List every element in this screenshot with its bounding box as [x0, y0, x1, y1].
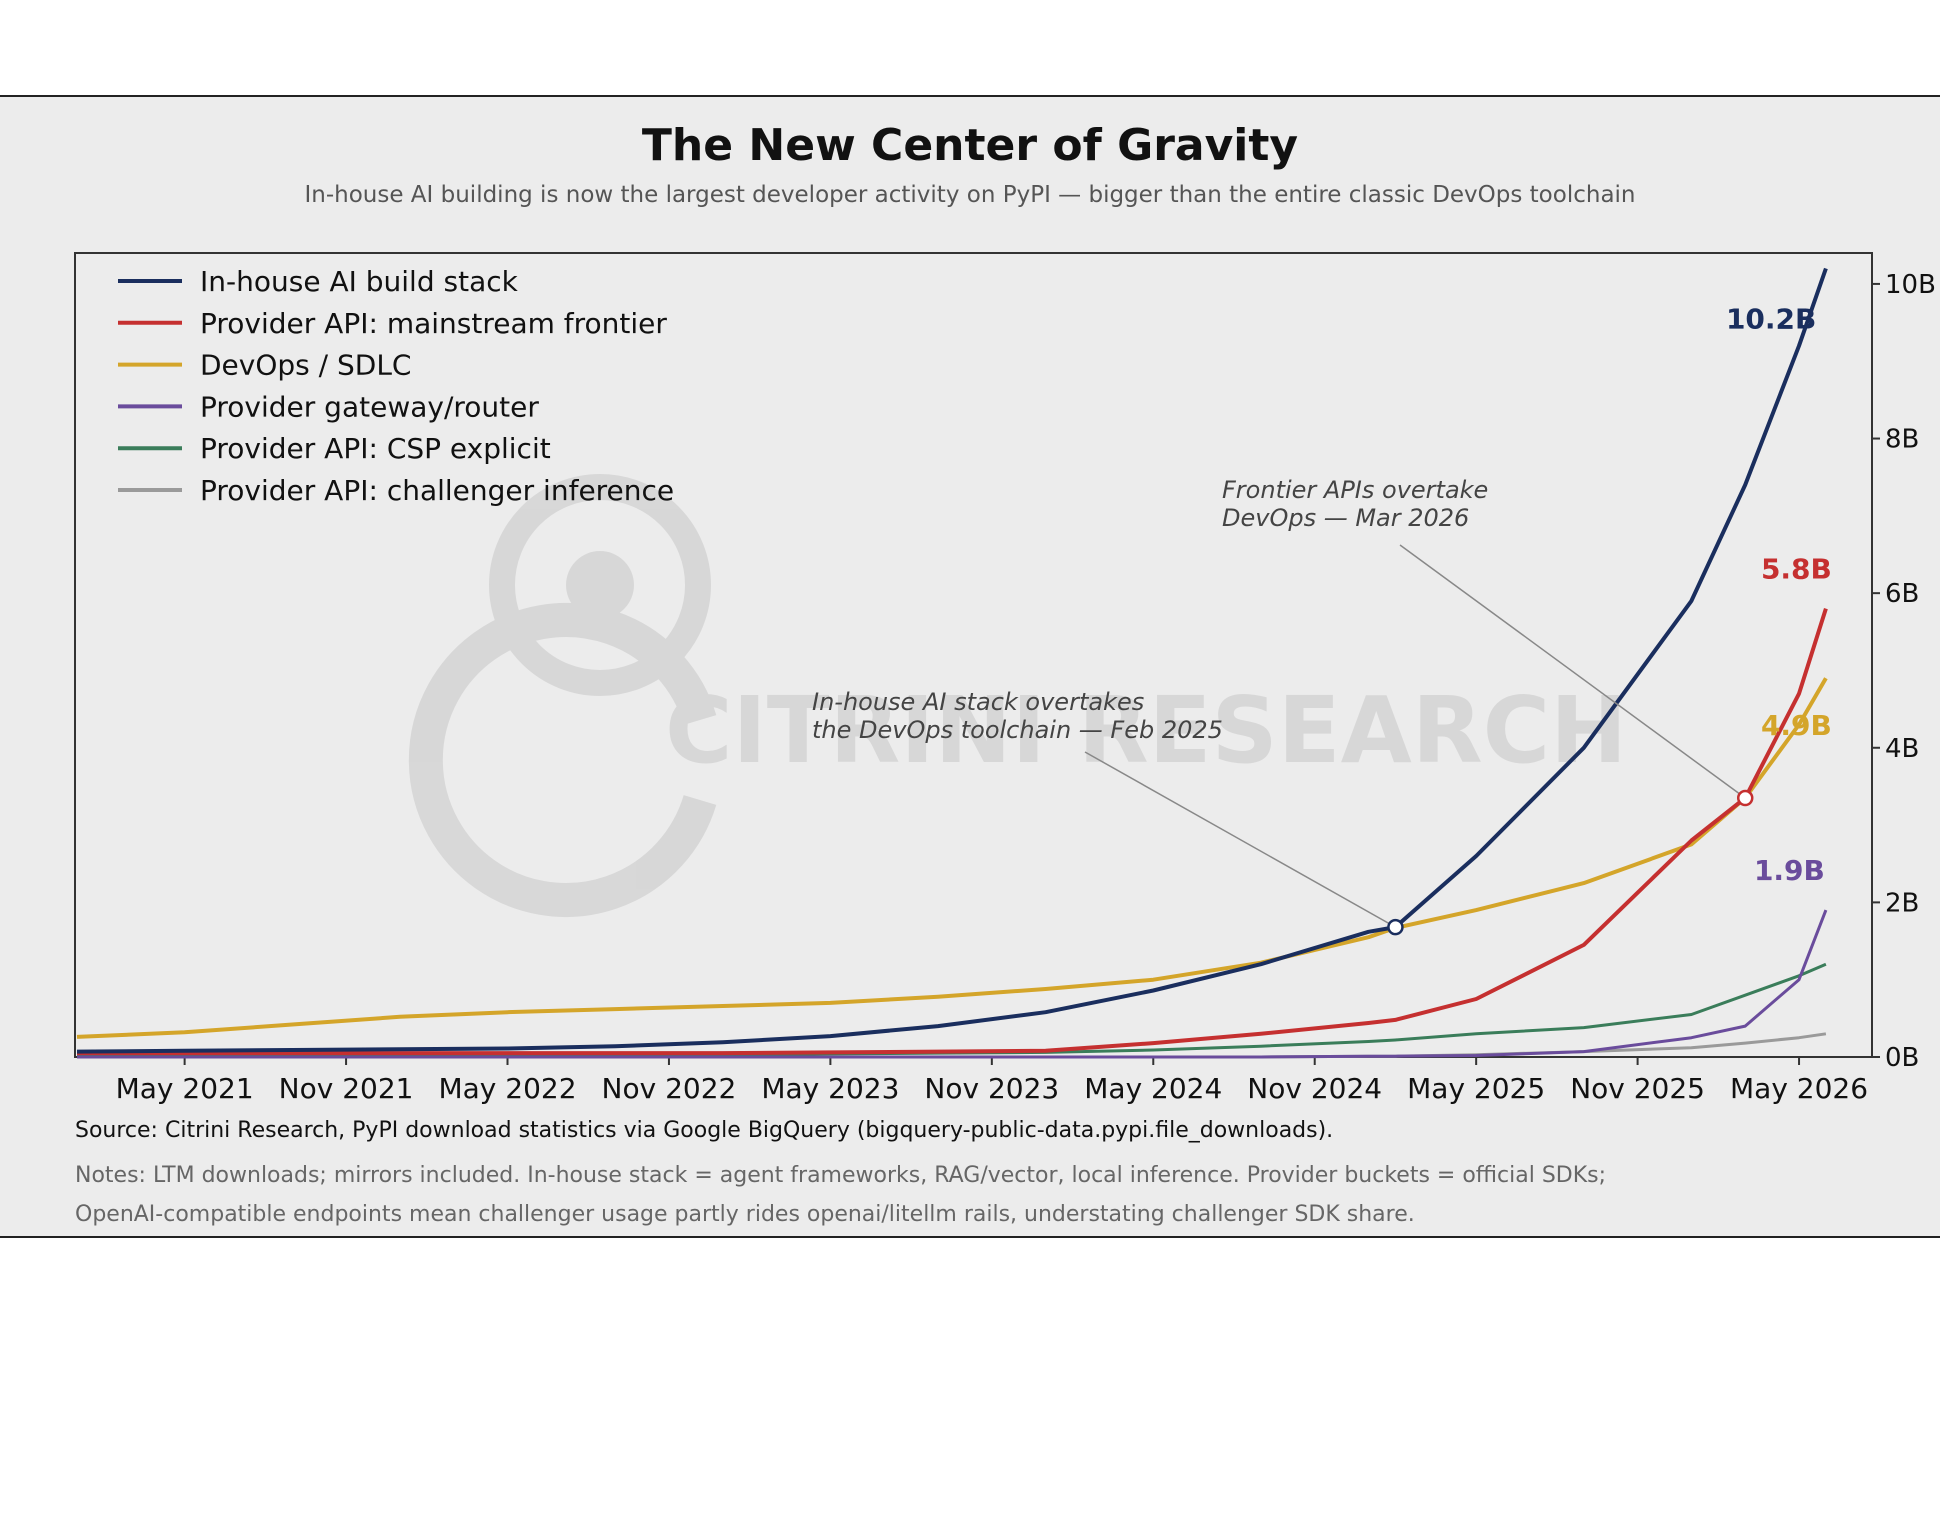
- watermark-logo: CITRINI RESEARCH: [408, 474, 1627, 917]
- annotation-leader-line: [1084, 751, 1396, 928]
- notes-line-2: OpenAI-compatible endpoints mean challen…: [75, 1202, 1415, 1227]
- source-note: Source: Citrini Research, PyPI download …: [75, 1118, 1334, 1143]
- series-line-devops-sdlc: [76, 677, 1828, 1039]
- legend-label: Provider API: CSP explicit: [200, 432, 551, 465]
- legend-label: In-house AI build stack: [200, 265, 519, 298]
- crossover-marker: [1736, 789, 1754, 807]
- annotation-text: In-house AI stack overtakes: [812, 688, 1144, 716]
- x-tick-label: Nov 2021: [279, 1072, 414, 1105]
- y-tick-label: 4B: [1885, 734, 1919, 764]
- y-tick-label: 6B: [1885, 579, 1919, 609]
- chart-subtitle: In-house AI building is now the largest …: [304, 182, 1636, 208]
- crossover-marker: [1387, 918, 1404, 936]
- chart-title: The New Center of Gravity: [641, 120, 1299, 171]
- x-tick-label: May 2023: [761, 1072, 899, 1105]
- x-tick-label: May 2024: [1084, 1072, 1222, 1105]
- x-tick-label: May 2025: [1407, 1072, 1545, 1105]
- end-value-label: 4.9B: [1761, 709, 1832, 742]
- x-tick-label: Nov 2024: [1247, 1072, 1382, 1105]
- notes-line-1: Notes: LTM downloads; mirrors included. …: [75, 1163, 1607, 1188]
- annotation-text: DevOps — Mar 2026: [1222, 504, 1469, 532]
- legend-label: Provider API: challenger inference: [200, 474, 674, 507]
- annotation-text: the DevOps toolchain — Feb 2025: [812, 716, 1223, 744]
- x-tick-label: May 2021: [116, 1072, 254, 1105]
- y-tick-label: 8B: [1885, 425, 1919, 455]
- x-tick-label: Nov 2022: [602, 1072, 737, 1105]
- y-tick-label: 2B: [1885, 888, 1919, 918]
- end-value-label: 1.9B: [1754, 854, 1825, 887]
- legend-label: Provider API: mainstream frontier: [200, 307, 667, 340]
- y-tick-label: 10B: [1885, 270, 1936, 300]
- series-line-provider-api-mainstream-frontier: [77, 607, 1828, 1056]
- x-tick-label: Nov 2025: [1570, 1072, 1705, 1105]
- end-value-label: 10.2B: [1726, 302, 1816, 335]
- series-line-provider-gateway-router: [77, 909, 1828, 1059]
- annotation-text: Frontier APIs overtake: [1222, 476, 1488, 504]
- notes-text: Notes: LTM downloads; mirrors included. …: [75, 1156, 1915, 1234]
- x-tick-label: May 2026: [1730, 1072, 1868, 1105]
- legend-label: Provider gateway/router: [200, 390, 539, 423]
- legend-label: DevOps / SDLC: [200, 349, 411, 382]
- x-tick-label: May 2022: [438, 1072, 576, 1105]
- plot-area: [74, 252, 1873, 1058]
- series-line-in-house-ai-build-stack: [76, 267, 1828, 1054]
- end-value-label: 5.8B: [1761, 553, 1832, 586]
- y-tick-label: 0B: [1885, 1043, 1919, 1073]
- annotation-leader-line: [1399, 544, 1746, 799]
- x-tick-label: Nov 2023: [924, 1072, 1059, 1105]
- svg-text:CITRINI RESEARCH: CITRINI RESEARCH: [665, 677, 1627, 784]
